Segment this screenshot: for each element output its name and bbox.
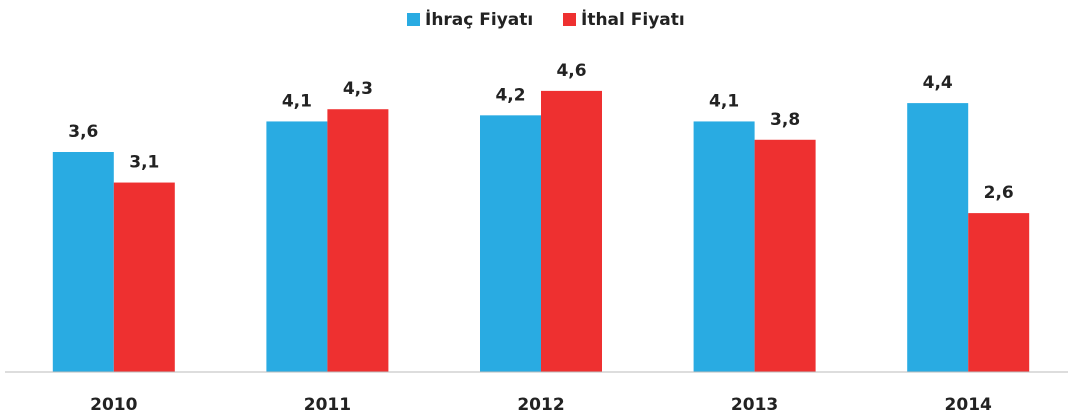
legend-label: İthal Fiyatı [581, 8, 685, 30]
x-tick-label: 2013 [731, 395, 778, 415]
legend-swatch [407, 13, 420, 26]
x-tick-label: 2010 [90, 395, 137, 415]
data-label: 4,3 [343, 79, 373, 99]
legend-label: İhraç Fiyatı [425, 8, 533, 30]
bar [693, 121, 755, 372]
data-label: 4,2 [495, 85, 525, 105]
legend-swatch [563, 13, 576, 26]
bar [541, 90, 602, 372]
bar [113, 182, 175, 372]
bar [52, 152, 114, 372]
bar [907, 103, 969, 372]
x-tick-label: 2014 [945, 395, 992, 415]
x-tick-label: 2011 [304, 395, 351, 415]
data-label: 2,6 [984, 183, 1014, 203]
data-label: 4,6 [556, 61, 586, 81]
bar [480, 115, 541, 372]
bar [327, 109, 389, 372]
bar [266, 121, 328, 372]
data-label: 4,1 [282, 91, 312, 111]
data-label: 4,1 [709, 91, 739, 111]
data-label: 4,4 [923, 73, 953, 93]
data-label: 3,6 [68, 122, 98, 142]
data-label: 3,8 [770, 110, 800, 130]
x-tick-label: 2012 [517, 395, 564, 415]
data-label: 3,1 [129, 153, 159, 173]
bar [968, 213, 1030, 372]
bar [754, 139, 816, 372]
